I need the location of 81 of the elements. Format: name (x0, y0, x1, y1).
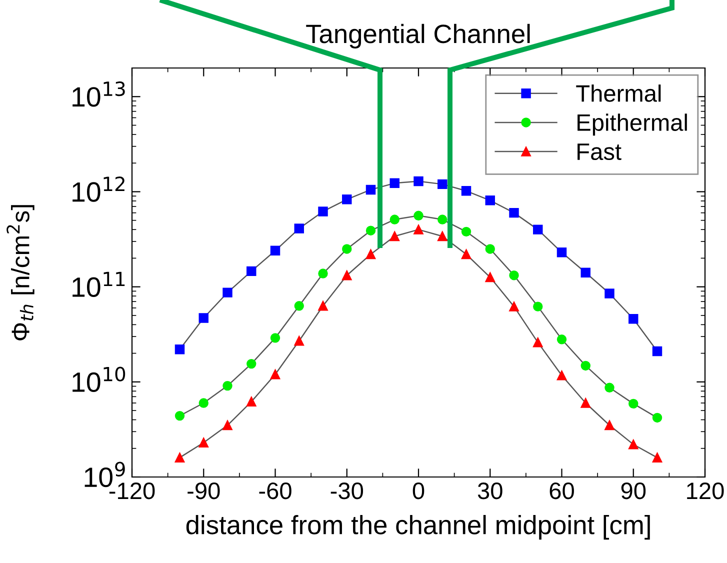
y-tick-label: 10$^{12}$ (72, 176, 124, 202)
point (414, 176, 424, 186)
point (294, 301, 304, 311)
point (652, 346, 662, 356)
point (604, 288, 614, 298)
point (366, 249, 376, 260)
point (652, 412, 662, 423)
point (438, 231, 448, 242)
legend-label: Thermal (576, 84, 661, 102)
y-tick-label: 10$^{10}$ (72, 366, 126, 392)
point (246, 396, 256, 407)
point (174, 410, 185, 421)
point (509, 270, 519, 280)
point (342, 244, 352, 254)
point (222, 288, 232, 298)
point (485, 196, 495, 206)
point (533, 338, 543, 348)
point (342, 194, 352, 204)
point (222, 420, 232, 430)
point (222, 380, 232, 391)
point (533, 302, 543, 312)
point (461, 249, 472, 260)
point (556, 334, 567, 344)
point (509, 208, 519, 218)
point (270, 333, 280, 343)
x-tick-label: 120 (687, 482, 724, 500)
point (461, 186, 472, 196)
legend-label: Epithermal (578, 114, 687, 136)
x-tick-label: -30 (330, 482, 364, 500)
point (628, 314, 638, 324)
chart-title: Tangential Channel (306, 24, 530, 48)
y-tick-label: 10$^{13}$ (72, 81, 125, 107)
point (390, 231, 400, 242)
point (270, 370, 280, 380)
point (198, 313, 208, 323)
point (438, 214, 448, 224)
point (652, 452, 662, 462)
x-tick-label: -60 (259, 482, 292, 500)
point (414, 210, 424, 221)
point (366, 226, 376, 236)
y-axis-title: Φ$_{th}$ [n/cm$^{2}$s] (6, 205, 34, 340)
point (556, 370, 567, 380)
point (580, 398, 590, 408)
x-tick-label: 0 (412, 482, 424, 500)
point (174, 452, 185, 462)
point (414, 224, 424, 234)
point (580, 268, 590, 278)
point (366, 184, 376, 195)
point (461, 226, 472, 237)
x-tick-label: 30 (478, 482, 502, 500)
point (485, 244, 495, 254)
point (438, 179, 448, 190)
point (628, 440, 638, 450)
legend-label: Fast (578, 144, 622, 160)
x-axis-title: distance from the channel midpoint [cm] (186, 514, 650, 540)
point (390, 214, 400, 224)
point (390, 178, 400, 188)
x-tick-label: 60 (550, 482, 574, 500)
point (604, 382, 614, 393)
point (174, 344, 185, 354)
y-tick-label: 10$^{11}$ (72, 272, 125, 297)
point (246, 266, 256, 276)
point (198, 438, 208, 448)
point (318, 301, 328, 311)
point (270, 246, 280, 256)
point (509, 302, 519, 312)
point (246, 358, 256, 369)
point (318, 206, 328, 216)
point (533, 224, 543, 234)
point (485, 272, 495, 282)
point (294, 224, 304, 234)
point (580, 360, 590, 371)
point (318, 268, 328, 278)
point (294, 336, 304, 346)
point (556, 248, 567, 258)
x-tick-label: -90 (188, 482, 220, 500)
x-tick-label: 90 (621, 482, 646, 500)
point (628, 398, 638, 409)
point (604, 420, 614, 430)
point (198, 398, 208, 408)
point (342, 270, 352, 280)
